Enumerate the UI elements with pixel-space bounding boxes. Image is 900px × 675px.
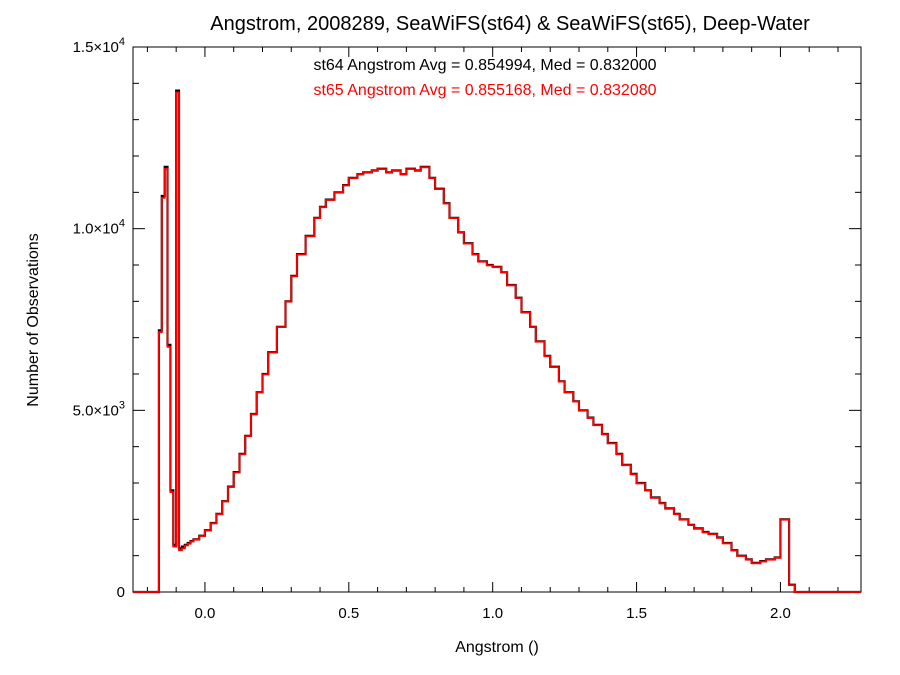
x-tick-label: 1.0: [482, 605, 503, 622]
annotation-st65-stats: st65 Angstrom Avg = 0.855168, Med = 0.83…: [313, 82, 656, 99]
series-layer: [133, 89, 861, 594]
y-tick-mantissa: 0: [117, 584, 125, 601]
y-tick-exponent: 3: [119, 399, 125, 411]
y-axis-label: Number of Observations: [25, 233, 42, 406]
x-tick-label: 2.0: [770, 605, 791, 622]
y-tick-label: 0: [117, 584, 125, 601]
y-tick-exponent: 4: [119, 218, 125, 230]
annotation-st64-stats: st64 Angstrom Avg = 0.854994, Med = 0.83…: [313, 57, 656, 74]
chart-title: Angstrom, 2008289, SeaWiFS(st64) & SeaWi…: [210, 13, 810, 35]
y-tick-mantissa: 1.5×10: [73, 39, 119, 56]
x-tick-label: 0.0: [195, 605, 216, 622]
x-tick-label: 0.5: [338, 605, 359, 622]
y-tick-mantissa: 1.0×10: [73, 221, 119, 238]
y-tick-label: 5.0×103: [73, 399, 125, 419]
y-tick-label: 1.0×104: [73, 218, 125, 238]
y-tick-exponent: 4: [119, 36, 125, 48]
y-tick-label: 1.5×104: [73, 36, 125, 56]
x-axis-label: Angstrom (): [455, 639, 539, 656]
x-tick-label: 1.5: [626, 605, 647, 622]
series-line-st65: [133, 91, 861, 593]
plot-frame: [132, 46, 862, 593]
y-tick-mantissa: 5.0×10: [73, 402, 119, 419]
